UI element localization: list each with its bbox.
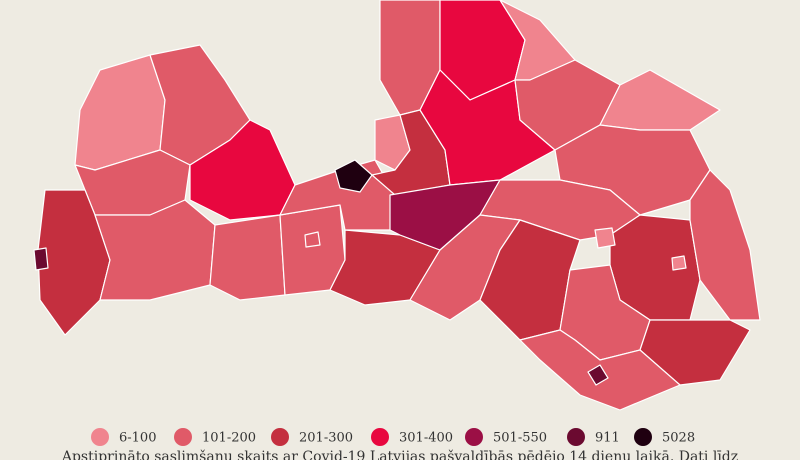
region (189, 119, 296, 221)
legend-swatch (371, 428, 389, 446)
municipalities (33, 0, 761, 411)
region (689, 169, 761, 321)
caption: Apstiprināto saslimšanu skaits ar Covid-… (61, 448, 738, 460)
region (209, 214, 286, 301)
region (94, 199, 216, 301)
legend-swatch (567, 428, 585, 446)
legend-label: 301-400 (399, 431, 453, 446)
region (594, 227, 616, 249)
legend-swatch (271, 428, 289, 446)
legend-swatch (465, 428, 483, 446)
legend-label: 501-550 (493, 431, 547, 446)
region (33, 247, 49, 271)
region (304, 231, 321, 248)
legend-label: 5028 (662, 431, 695, 446)
legend-swatch (634, 428, 652, 446)
legend-label: 6-100 (119, 431, 156, 446)
region (671, 255, 687, 271)
legend-label: 911 (595, 431, 620, 446)
legend-swatch (174, 428, 192, 446)
legend: 6-100 101-200 201-300 301-400 501-550 911 5028 (91, 428, 695, 446)
region (587, 364, 609, 386)
legend-label: 101-200 (202, 431, 256, 446)
legend-swatch (91, 428, 109, 446)
region (334, 159, 373, 193)
legend-label: 201-300 (299, 431, 353, 446)
